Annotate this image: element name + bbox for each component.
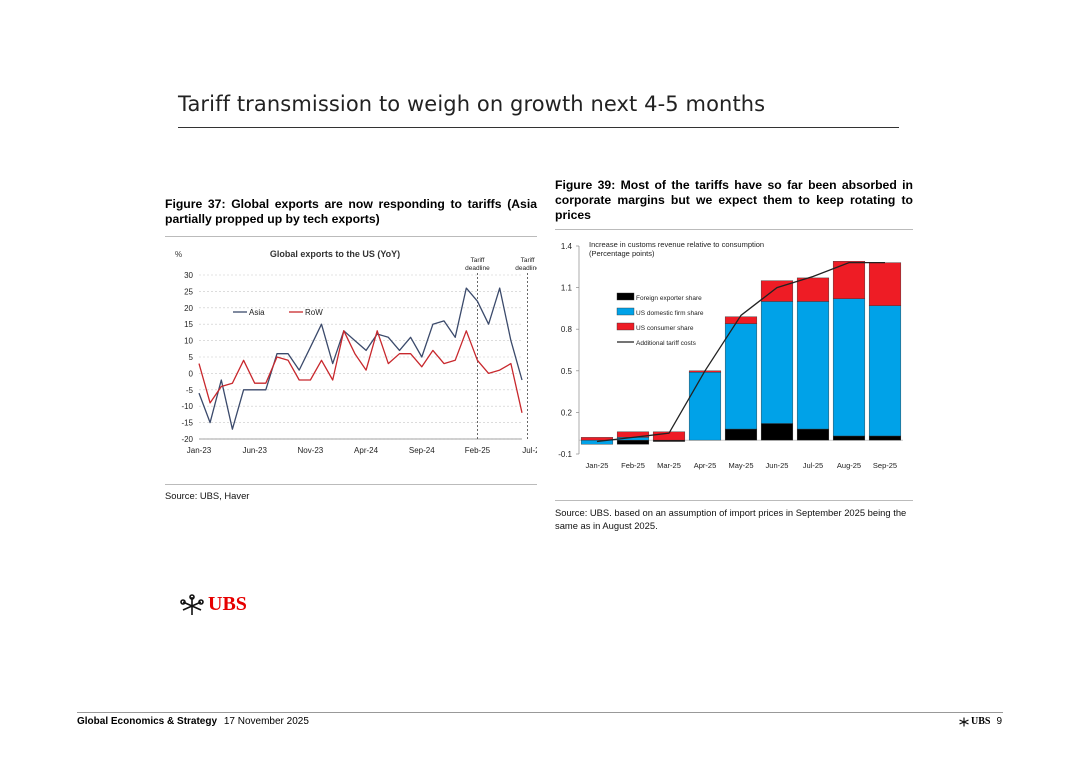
x-tick-label: Jul-25	[522, 446, 537, 455]
bar-segment-us-domestic-firm-share	[688, 371, 722, 441]
additional-tariff-costs-line	[596, 261, 885, 443]
bar-segment-us-consumer-share	[760, 280, 794, 302]
page-number: 9	[996, 716, 1003, 727]
x-tick-label: Jun-23	[242, 446, 267, 455]
x-tick-label: May-25	[728, 461, 753, 470]
tariff-deadline-label: deadline	[515, 265, 537, 272]
bar-segment-foreign-exporter-share	[760, 423, 794, 441]
bar-segment-foreign-exporter-share	[796, 428, 830, 441]
series-line-asia	[198, 287, 523, 430]
y-tick-label: -10	[181, 402, 193, 411]
figure-37-bottom-rule	[165, 484, 537, 485]
legend-swatch	[616, 322, 635, 331]
bar-segment-foreign-exporter-share	[832, 435, 866, 441]
x-tick-label: Nov-23	[297, 446, 323, 455]
figure-39-top-rule	[555, 229, 913, 230]
footer-brand: UBS	[971, 716, 991, 727]
footer-date: 17 November 2025	[223, 716, 309, 727]
footer-left: Global Economics & Strategy 17 November …	[77, 716, 309, 727]
series-line-row	[198, 330, 523, 413]
y-tick-label: 5	[189, 353, 194, 362]
figure-39-title: Figure 39: Most of the tariffs have so f…	[555, 178, 913, 222]
footer-right: UBS 9	[958, 716, 1002, 727]
legend-label: US domestic firm share	[636, 310, 704, 317]
legend-label: Additional tariff costs	[636, 340, 697, 347]
bar-segment-us-domestic-firm-share	[724, 323, 758, 430]
chart-subtitle: Increase in customs revenue relative to …	[589, 240, 764, 249]
y-tick-label: 0.8	[561, 325, 573, 334]
x-tick-label: Jan-23	[187, 446, 212, 455]
figure-37-top-rule	[165, 236, 537, 237]
x-tick-label: Jun-25	[766, 461, 789, 470]
chart-title: Global exports to the US (YoY)	[270, 249, 400, 259]
bar-segment-foreign-exporter-share	[652, 439, 686, 442]
x-tick-label: Sep-25	[873, 461, 897, 470]
x-tick-label: Aug-25	[837, 461, 861, 470]
y-tick-label: 0	[189, 369, 194, 378]
figure-37-source: Source: UBS, Haver	[165, 490, 250, 501]
legend-label: Foreign exporter share	[636, 295, 702, 302]
x-tick-label: Feb-25	[465, 446, 491, 455]
y-tick-label: 25	[184, 287, 193, 296]
bar-segment-foreign-exporter-share	[724, 428, 758, 441]
bar-segment-us-consumer-share	[724, 316, 758, 324]
y-tick-label: -15	[181, 419, 193, 428]
bar-segment-us-domestic-firm-share	[832, 298, 866, 437]
x-tick-label: Mar-25	[657, 461, 681, 470]
figure-37-chart: % Global exports to the US (YoY) 30 25 20 15 1…	[175, 249, 537, 455]
bar-segment-us-consumer-share	[868, 262, 902, 306]
y-tick-label: 30	[184, 271, 193, 280]
tariff-deadline-label: Tariff	[521, 257, 535, 264]
legend-swatch	[616, 307, 635, 316]
figure-37-title: Figure 37: Global exports are now respon…	[165, 197, 537, 226]
bar-segment-us-domestic-firm-share	[760, 301, 794, 424]
y-tick-label: -5	[186, 386, 194, 395]
legend-label: RoW	[305, 308, 323, 317]
tariff-deadline-label: Tariff	[470, 257, 484, 264]
x-tick-label: Feb-25	[621, 461, 645, 470]
slide-title: Tariff transmission to weigh on growth n…	[178, 92, 766, 116]
y-tick-label: 0.2	[561, 408, 573, 417]
legend-label: Asia	[249, 308, 265, 317]
bar-segment-us-consumer-share	[580, 437, 614, 441]
x-tick-label: Jan-25	[586, 461, 609, 470]
ubs-keys-icon	[180, 593, 204, 615]
legend-swatch	[616, 292, 635, 301]
figure-39-bottom-rule	[555, 500, 913, 501]
ubs-logo: UBS	[180, 593, 247, 616]
tariff-deadline-label: deadline	[465, 265, 490, 272]
y-axis-unit: %	[175, 250, 182, 259]
y-tick-label: 1.4	[561, 242, 573, 251]
title-divider	[178, 127, 899, 128]
figure-39-chart: 1.4 1.1 0.8 0.5 0.2 -0.1 Increase in customs r…	[558, 240, 903, 470]
y-tick-label: 15	[184, 320, 193, 329]
bar-segment-us-consumer-share	[652, 431, 686, 441]
y-tick-label: 10	[184, 337, 193, 346]
bar-segment-us-domestic-firm-share	[796, 301, 830, 430]
bar-segment-us-consumer-share	[796, 277, 830, 302]
y-tick-label: -0.1	[558, 450, 572, 459]
chart-subtitle: (Percentage points)	[589, 249, 655, 258]
x-tick-label: Apr-25	[694, 461, 717, 470]
figure-39-source: Source: UBS. based on an assumption of i…	[555, 507, 907, 531]
bar-segment-us-domestic-firm-share	[868, 305, 902, 437]
footer-section: Global Economics & Strategy	[77, 716, 218, 727]
y-tick-label: 1.1	[561, 284, 573, 293]
bar-segment-foreign-exporter-share	[868, 435, 902, 441]
y-tick-label: 20	[184, 304, 193, 313]
x-tick-label: Sep-24	[409, 446, 435, 455]
footer-divider	[77, 712, 1003, 713]
x-tick-label: Apr-24	[354, 446, 379, 455]
y-tick-label: 0.5	[561, 367, 573, 376]
bar-segment-foreign-exporter-share	[616, 439, 650, 445]
y-tick-label: -20	[181, 435, 193, 444]
legend-label: US consumer share	[636, 325, 694, 332]
footer-ubs-keys-icon	[959, 717, 969, 727]
ubs-logo-text: UBS	[208, 593, 247, 615]
bar-segment-us-consumer-share	[832, 261, 866, 299]
x-tick-label: Jul-25	[803, 461, 823, 470]
